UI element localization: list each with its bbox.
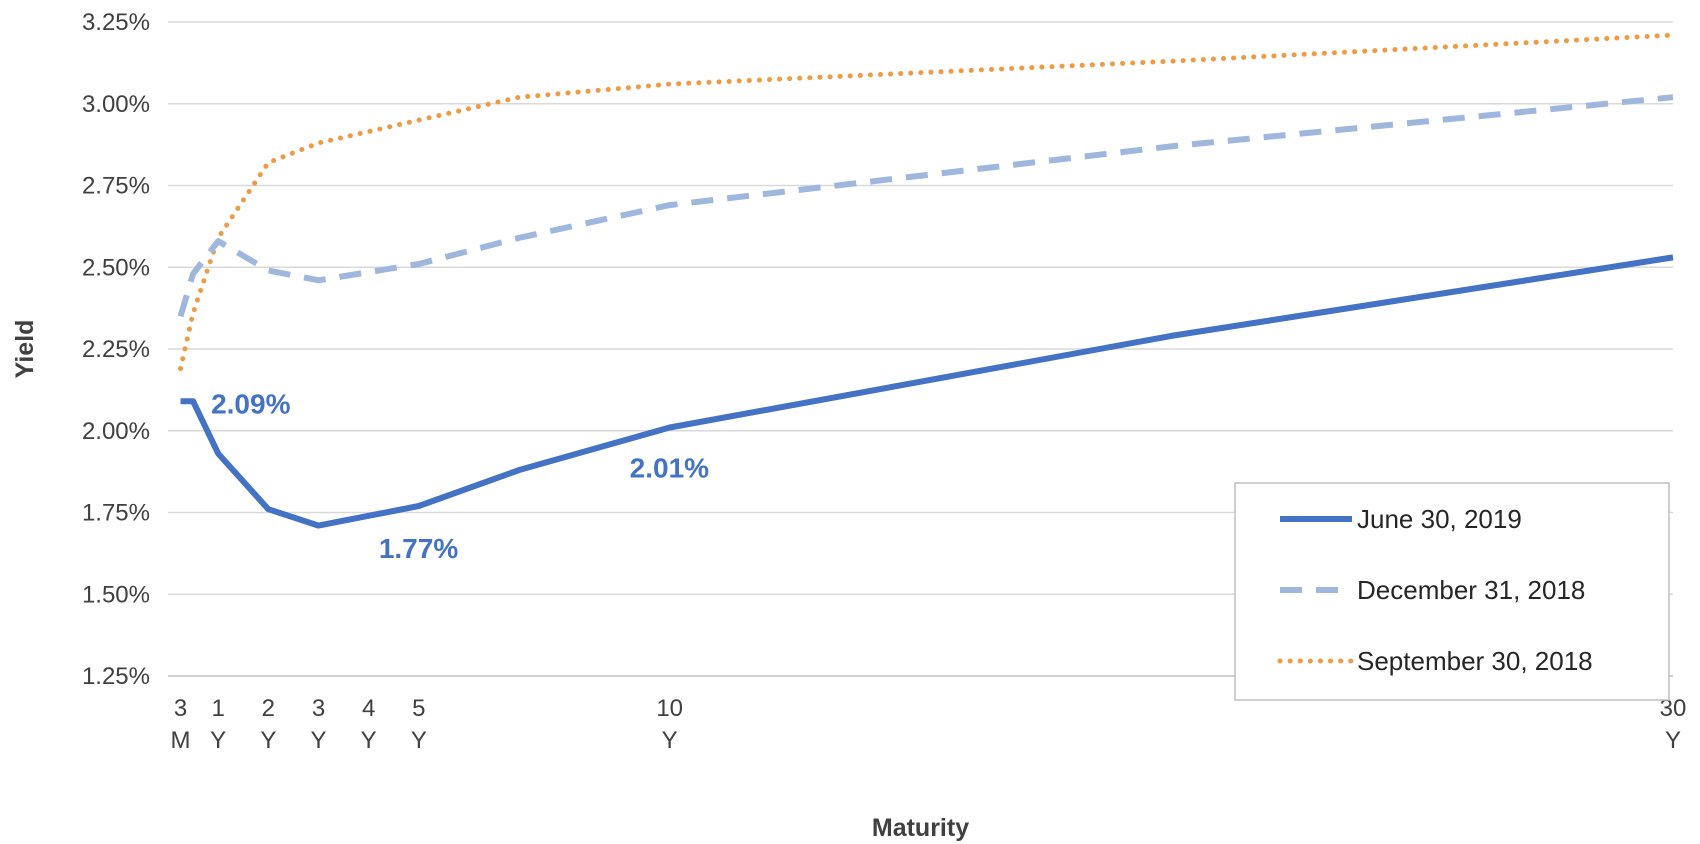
legend: June 30, 2019 December 31, 2018 September … [1234, 482, 1670, 701]
y-tick-label: 3.25% [82, 9, 150, 36]
y-tick-label: 3.00% [82, 91, 150, 118]
x-tick-label: Y [411, 727, 427, 754]
x-tick-label: Y [361, 727, 377, 754]
x-tick-label: 1 [211, 695, 224, 722]
y-tick-label: 2.75% [82, 173, 150, 200]
legend-label: June 30, 2019 [1357, 504, 1522, 534]
data-label: 1.77% [379, 533, 458, 564]
series-lines [177, 32, 1676, 529]
data-label: 2.01% [630, 452, 709, 483]
legend-label: September 30, 2018 [1357, 646, 1593, 676]
y-tick-label: 2.25% [82, 336, 150, 363]
series-line [178, 32, 1676, 372]
series-line [180, 254, 1674, 529]
y-axis-title: Yield [11, 320, 39, 379]
grid-lines [168, 21, 1673, 595]
legend-label: December 31, 2018 [1357, 575, 1585, 605]
series-line [177, 94, 1674, 318]
x-tick-label: 10 [656, 695, 683, 722]
x-tick-label: Y [662, 727, 678, 754]
x-tick-label: 4 [362, 695, 375, 722]
data-label: 2.09% [211, 388, 290, 419]
y-axis-ticks: 1.25% 1.50% 1.75% 2.00% 2.25% 2.50% 2.75% 3.00%… [82, 9, 150, 690]
y-tick-label: 1.75% [82, 500, 150, 527]
data-labels: 2.09% 1.77% 2.01% [211, 388, 709, 564]
x-tick-label: Y [210, 727, 226, 754]
x-tick-label: 3 [174, 695, 187, 722]
y-tick-label: 1.25% [82, 663, 150, 690]
x-tick-label: M [171, 727, 191, 754]
y-tick-label: 2.50% [82, 254, 150, 281]
x-tick-label: 2 [262, 695, 275, 722]
x-tick-label: Y [310, 727, 326, 754]
y-tick-label: 1.50% [82, 581, 150, 608]
x-tick-label: 3 [312, 695, 325, 722]
y-tick-label: 2.00% [82, 418, 150, 445]
x-tick-label: Y [1665, 727, 1681, 754]
x-tick-label: Y [260, 727, 276, 754]
x-axis-title: Maturity [872, 814, 969, 842]
x-tick-label: 5 [412, 695, 425, 722]
